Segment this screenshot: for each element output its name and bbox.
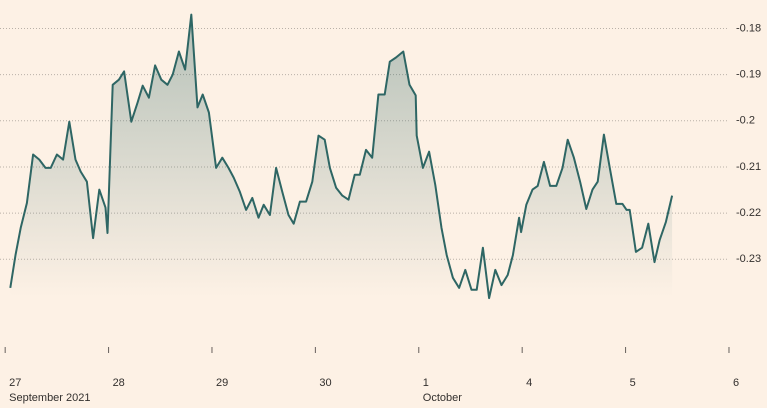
x-tick-label: 6 — [733, 377, 739, 389]
x-tick-label: 29 — [216, 377, 228, 389]
x-tick-label: 27 — [9, 377, 21, 389]
area — [10, 14, 673, 347]
y-tick-label: -0.2 — [736, 115, 755, 127]
x-tick-label: 28 — [113, 377, 125, 389]
x-tick-label: 5 — [630, 377, 636, 389]
x-tick-label: 4 — [526, 377, 532, 389]
x-tick-label: 1 — [423, 377, 429, 389]
y-tick-label: -0.19 — [736, 69, 761, 81]
x-period-label: October — [423, 392, 462, 404]
x-tick-label: 30 — [319, 377, 331, 389]
line — [9, 13, 674, 300]
y-tick-label: -0.18 — [736, 22, 761, 34]
x-period-label: September 2021 — [9, 392, 90, 404]
y-tick-label: -0.23 — [736, 253, 761, 265]
y-tick-label: -0.21 — [736, 161, 761, 173]
y-tick-label: -0.22 — [736, 207, 761, 219]
